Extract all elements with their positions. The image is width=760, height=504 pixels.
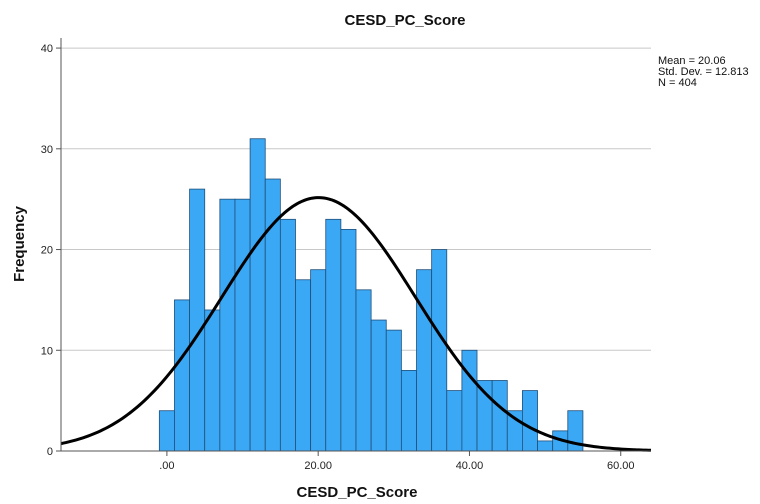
histogram-bar — [340, 228, 357, 452]
axes — [60, 38, 651, 452]
x-tick-label: 40.00 — [456, 460, 484, 472]
y-tick-label: 0 — [47, 446, 53, 458]
histogram-bar — [310, 269, 327, 452]
y-axis-ticks: 0 10 20 30 40 — [41, 43, 61, 458]
histogram-bar — [158, 410, 175, 452]
normal-curve-layer — [60, 196, 652, 452]
histogram-bar — [219, 198, 236, 452]
y-tick-label: 40 — [41, 43, 53, 55]
y-axis-title: Frequency — [11, 205, 28, 282]
histogram-bar — [370, 319, 387, 452]
histogram-bar — [189, 188, 206, 452]
histogram-bar — [522, 390, 538, 452]
histogram-bar — [400, 370, 417, 452]
y-tick-label: 10 — [41, 345, 53, 357]
y-tick-label: 30 — [41, 144, 53, 156]
normal-curve — [60, 196, 652, 452]
histogram-bar — [416, 269, 433, 452]
histogram-bar — [295, 279, 312, 452]
histogram-bar — [279, 218, 296, 452]
x-axis-title: CESD_PC_Score — [297, 484, 418, 501]
stat-n: N = 404 — [658, 77, 697, 89]
histogram-bar — [431, 249, 448, 452]
histogram-bar — [234, 198, 251, 452]
histogram-bars — [158, 138, 584, 452]
stats-box: Mean = 20.06 Std. Dev. = 12.813 N = 404 — [658, 55, 749, 89]
stat-mean: Mean = 20.06 — [658, 55, 726, 67]
x-tick-label: 20.00 — [304, 460, 332, 472]
histogram-bar — [491, 380, 508, 452]
histogram-bar — [204, 309, 221, 452]
y-tick-label: 20 — [41, 245, 53, 257]
histogram-bar — [537, 440, 554, 452]
stat-std-dev: Std. Dev. = 12.813 — [658, 66, 749, 78]
histogram-bar — [385, 329, 402, 452]
chart-title: CESD_PC_Score — [345, 12, 466, 29]
x-axis-ticks: .00 20.00 40.00 60.00 — [159, 451, 635, 472]
histogram-bar — [355, 289, 372, 452]
histogram-bar — [325, 218, 342, 452]
x-tick-label: 60.00 — [607, 460, 635, 472]
histogram-bar — [174, 299, 190, 452]
x-tick-label: .00 — [159, 460, 174, 472]
histogram-bar — [249, 138, 266, 452]
histogram-bar — [461, 349, 478, 452]
histogram-bar — [446, 390, 463, 452]
